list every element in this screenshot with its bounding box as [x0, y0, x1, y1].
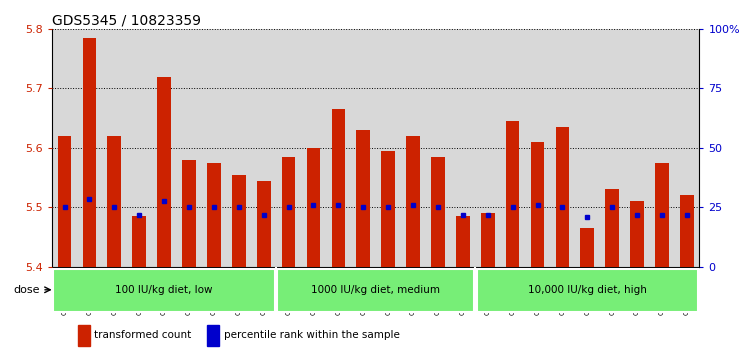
Bar [600, 29, 625, 267]
Bar [450, 29, 475, 267]
Bar [680, 195, 693, 267]
Bar [606, 189, 619, 267]
Bar [54, 269, 275, 313]
Bar [301, 29, 326, 267]
Text: 1000 IU/kg diet, medium: 1000 IU/kg diet, medium [311, 285, 440, 295]
Bar [630, 201, 644, 267]
Bar [282, 157, 295, 267]
Text: 100 IU/kg diet, low: 100 IU/kg diet, low [115, 285, 213, 295]
Bar [650, 29, 675, 267]
Bar [525, 29, 550, 267]
Bar [426, 29, 450, 267]
Bar [481, 213, 495, 267]
Bar [477, 269, 698, 313]
Bar [202, 29, 226, 267]
Bar [456, 216, 469, 267]
Bar [351, 29, 376, 267]
Bar [157, 77, 171, 267]
Bar [655, 163, 669, 267]
Bar [431, 157, 445, 267]
Bar [475, 29, 500, 267]
Bar [251, 29, 276, 267]
Bar [278, 269, 474, 313]
Bar [382, 151, 395, 267]
Bar [176, 29, 202, 267]
Bar [207, 163, 221, 267]
Bar [332, 109, 345, 267]
Text: dose: dose [13, 285, 39, 295]
Text: GDS5345 / 10823359: GDS5345 / 10823359 [52, 14, 201, 28]
Bar [530, 142, 545, 267]
Bar [102, 29, 126, 267]
Text: percentile rank within the sample: percentile rank within the sample [224, 330, 400, 339]
Bar [52, 29, 77, 267]
Bar [575, 29, 600, 267]
Bar [58, 136, 71, 267]
Bar [506, 121, 519, 267]
Text: 10,000 IU/kg diet, high: 10,000 IU/kg diet, high [528, 285, 647, 295]
Bar [182, 160, 196, 267]
Text: transformed count: transformed count [94, 330, 191, 339]
Bar [406, 136, 420, 267]
Bar [556, 127, 569, 267]
Bar [326, 29, 351, 267]
Bar [208, 325, 219, 346]
Bar [132, 216, 146, 267]
Bar [152, 29, 176, 267]
Bar [226, 29, 251, 267]
Bar [376, 29, 400, 267]
Bar [580, 228, 594, 267]
Bar [77, 29, 102, 267]
Bar [107, 136, 121, 267]
Bar [675, 29, 699, 267]
Bar [307, 148, 321, 267]
Bar [500, 29, 525, 267]
Bar [257, 180, 271, 267]
Bar [126, 29, 152, 267]
Bar [625, 29, 650, 267]
Bar [83, 38, 96, 267]
Bar [356, 130, 370, 267]
Bar [276, 29, 301, 267]
Bar [232, 175, 246, 267]
Bar [78, 325, 89, 346]
Bar [550, 29, 575, 267]
Bar [400, 29, 426, 267]
